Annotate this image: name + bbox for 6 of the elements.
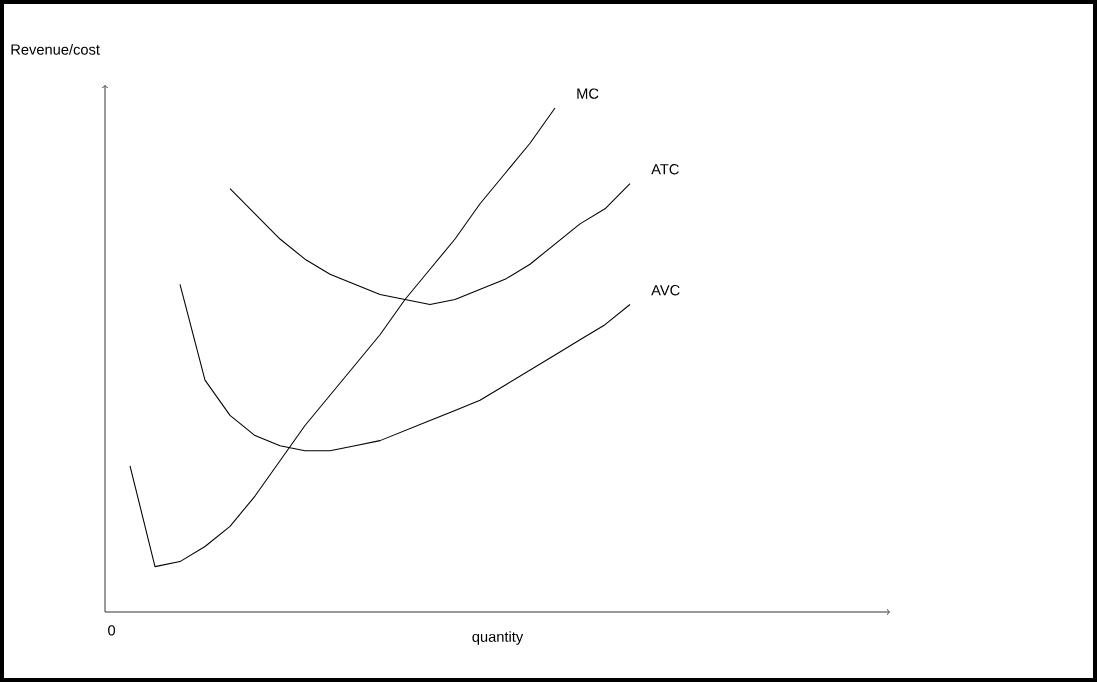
series-label: MC: [577, 88, 599, 99]
x-axis-title: quantity: [472, 631, 524, 645]
text: 0: [108, 625, 116, 636]
series-label: ATC: [651, 164, 679, 175]
y-axis-title: Revenue/cost: [11, 43, 100, 55]
series-label: AVC: [651, 285, 680, 296]
